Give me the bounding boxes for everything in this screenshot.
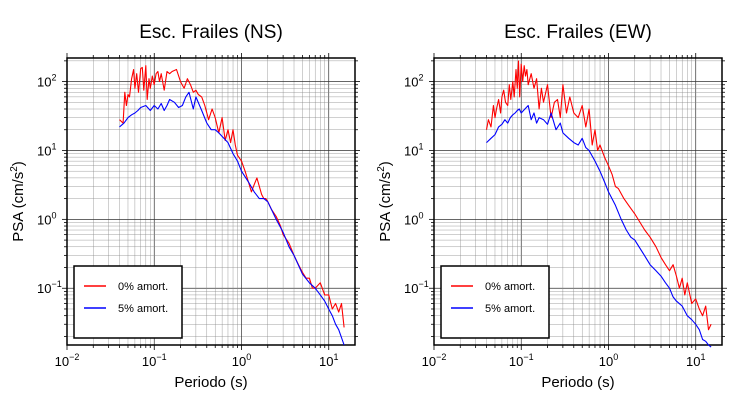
legend-label: 5% amort.	[118, 303, 168, 315]
tick-exponent: 0	[246, 352, 251, 362]
y-label-close: )	[377, 161, 394, 166]
y-tick-label: 101	[404, 141, 423, 158]
legend-box	[73, 265, 183, 339]
x-tick-label: 10−2	[422, 352, 447, 369]
tick-exponent: 0	[418, 210, 423, 220]
series-line-undamped	[485, 60, 712, 331]
legend-label: 0% amort.	[485, 281, 535, 293]
legend: 0% amort. 5% amort.	[73, 265, 183, 339]
series-group	[485, 60, 712, 348]
chart-title: Esc. Frailes (EW)	[504, 22, 652, 43]
tick-exponent: 1	[700, 352, 705, 362]
y-label-exponent: 2	[376, 166, 387, 172]
x-axis-label: Periodo (s)	[541, 374, 614, 391]
series-group	[119, 65, 345, 346]
tick-exponent: −1	[156, 352, 166, 362]
legend-box	[440, 265, 550, 339]
y-tick-label: 10−1	[37, 279, 62, 296]
x-tick-label: 10−2	[55, 352, 80, 369]
x-tick-label: 100	[232, 352, 251, 369]
y-tick-label: 100	[404, 210, 423, 227]
y-tick-label: 10−1	[404, 279, 429, 296]
y-tick-label: 100	[37, 210, 56, 227]
x-tick-label: 10−1	[509, 352, 534, 369]
x-tick-label: 100	[599, 352, 618, 369]
series-line-damped	[119, 91, 345, 346]
legend-label: 5% amort.	[485, 303, 535, 315]
y-tick-label: 102	[404, 73, 423, 90]
tick-exponent: 0	[51, 210, 56, 220]
tick-exponent: 1	[418, 141, 423, 151]
legend: 0% amort. 5% amort.	[440, 265, 550, 339]
y-label-close: )	[10, 161, 27, 166]
tick-exponent: 2	[51, 73, 56, 83]
chart-panel-ns: Esc. Frailes (NS) 10−2 10−1 100 10110−11001…	[9, 22, 360, 391]
x-axis-label: Periodo (s)	[174, 374, 247, 391]
tick-exponent: −2	[436, 352, 446, 362]
y-axis-label: PSA (cm/s2)	[376, 161, 394, 242]
tick-exponent: −1	[51, 279, 61, 289]
tick-exponent: 2	[418, 73, 423, 83]
tick-exponent: −2	[69, 352, 79, 362]
y-tick-label: 101	[37, 141, 56, 158]
x-tick-label: 101	[686, 352, 705, 369]
plot-frame	[433, 57, 723, 346]
plot-frame	[66, 57, 356, 346]
tick-exponent: −1	[523, 352, 533, 362]
x-tick-label: 101	[319, 352, 338, 369]
y-label-exponent: 2	[9, 166, 20, 172]
y-tick-label: 102	[37, 73, 56, 90]
x-tick-label: 10−1	[142, 352, 167, 369]
tick-exponent: −1	[418, 279, 428, 289]
chart-title: Esc. Frailes (NS)	[139, 22, 283, 43]
tick-exponent: 0	[613, 352, 618, 362]
series-line-damped	[486, 104, 712, 348]
legend-label: 0% amort.	[118, 281, 168, 293]
tick-exponent: 1	[51, 141, 56, 151]
y-axis-label: PSA (cm/s2)	[9, 161, 27, 242]
chart-panel-ew: Esc. Frailes (EW) 10−2 10−1 100 10110−11001…	[376, 22, 727, 391]
tick-exponent: 1	[333, 352, 338, 362]
